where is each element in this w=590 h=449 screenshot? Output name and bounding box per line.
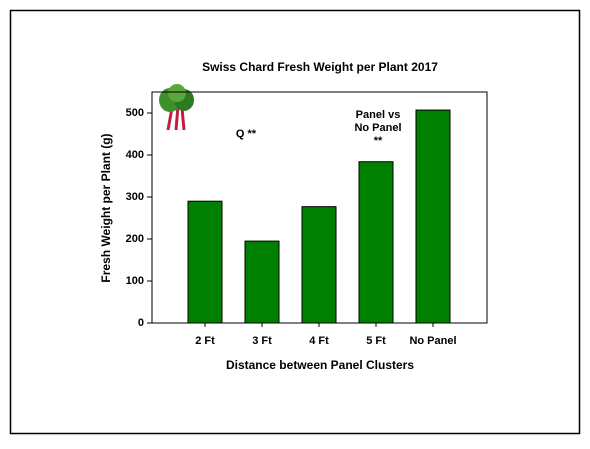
y-tick-label: 0 xyxy=(138,317,144,329)
x-tick-label: 2 Ft xyxy=(195,335,215,347)
chard-icon xyxy=(159,84,194,130)
y-tick-label: 500 xyxy=(126,107,144,119)
annotation: No Panel xyxy=(354,122,401,134)
y-tick-label: 400 xyxy=(126,149,144,161)
bar xyxy=(302,207,336,323)
y-tick-label: 300 xyxy=(126,191,144,203)
x-axis-label: Distance between Panel Clusters xyxy=(226,358,414,372)
bar xyxy=(188,201,222,323)
x-tick-label: No Panel xyxy=(409,335,456,347)
bar xyxy=(245,241,279,323)
y-tick-label: 200 xyxy=(126,233,144,245)
y-axis-label: Fresh Weight per Plant (g) xyxy=(99,133,113,282)
annotation: ** xyxy=(374,135,383,147)
bar xyxy=(359,162,393,323)
x-tick-label: 3 Ft xyxy=(252,335,272,347)
y-tick-label: 100 xyxy=(126,275,144,287)
annotation: Panel vs xyxy=(356,109,401,121)
slide: Swiss Chard Fresh Weight per Plant 2017 … xyxy=(0,0,590,444)
x-tick-label: 4 Ft xyxy=(309,335,329,347)
annotation: Q ** xyxy=(236,128,257,140)
bar xyxy=(416,110,450,323)
x-tick-label: 5 Ft xyxy=(366,335,386,347)
chart-title: Swiss Chard Fresh Weight per Plant 2017 xyxy=(202,60,438,74)
